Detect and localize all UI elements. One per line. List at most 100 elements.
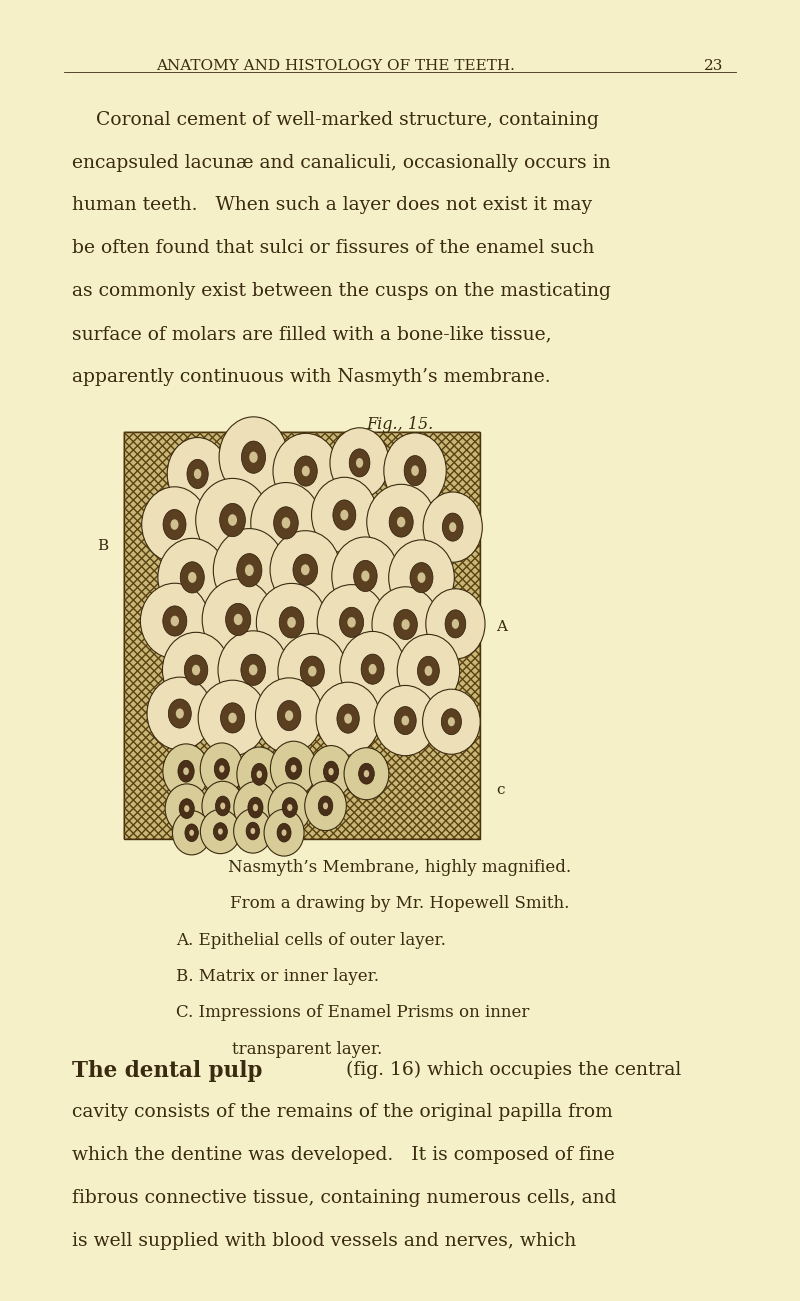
- Ellipse shape: [282, 830, 286, 837]
- Ellipse shape: [425, 666, 432, 677]
- Ellipse shape: [384, 433, 446, 509]
- Ellipse shape: [356, 458, 363, 468]
- Ellipse shape: [366, 484, 435, 559]
- Text: ANATOMY AND HISTOLOGY OF THE TEETH.: ANATOMY AND HISTOLOGY OF THE TEETH.: [157, 59, 515, 73]
- Ellipse shape: [339, 608, 364, 637]
- Ellipse shape: [344, 748, 389, 800]
- Ellipse shape: [250, 827, 255, 834]
- Ellipse shape: [287, 617, 296, 628]
- Ellipse shape: [226, 604, 250, 636]
- Ellipse shape: [323, 803, 328, 809]
- Ellipse shape: [361, 654, 384, 684]
- Ellipse shape: [332, 537, 399, 615]
- Ellipse shape: [162, 606, 187, 636]
- Text: Nasmyth’s Membrane, highly magnified.: Nasmyth’s Membrane, highly magnified.: [229, 859, 571, 876]
- Ellipse shape: [410, 562, 433, 593]
- Ellipse shape: [142, 487, 207, 562]
- Ellipse shape: [214, 822, 227, 840]
- Ellipse shape: [308, 666, 317, 677]
- Ellipse shape: [162, 632, 230, 708]
- Ellipse shape: [278, 634, 346, 709]
- Ellipse shape: [255, 678, 322, 753]
- Text: B: B: [97, 539, 108, 553]
- Text: is well supplied with blood vessels and nerves, which: is well supplied with blood vessels and …: [72, 1232, 576, 1250]
- Text: as commonly exist between the cusps on the masticating: as commonly exist between the cusps on t…: [72, 282, 611, 301]
- Ellipse shape: [282, 798, 298, 817]
- Ellipse shape: [274, 506, 298, 539]
- Ellipse shape: [273, 433, 338, 509]
- Ellipse shape: [442, 513, 463, 541]
- Ellipse shape: [200, 743, 243, 795]
- Ellipse shape: [168, 699, 191, 729]
- Ellipse shape: [248, 798, 263, 818]
- Ellipse shape: [167, 437, 228, 510]
- Text: apparently continuous with Nasmyth’s membrane.: apparently continuous with Nasmyth’s mem…: [72, 368, 550, 386]
- Ellipse shape: [194, 468, 202, 479]
- Ellipse shape: [237, 747, 282, 801]
- Ellipse shape: [411, 466, 419, 476]
- Ellipse shape: [286, 757, 302, 779]
- Ellipse shape: [170, 519, 178, 530]
- Ellipse shape: [234, 782, 277, 834]
- Ellipse shape: [228, 713, 237, 723]
- Ellipse shape: [251, 764, 267, 786]
- Text: From a drawing by Mr. Hopewell Smith.: From a drawing by Mr. Hopewell Smith.: [230, 895, 570, 912]
- Ellipse shape: [163, 744, 210, 799]
- Ellipse shape: [340, 510, 348, 520]
- Ellipse shape: [330, 428, 389, 498]
- Ellipse shape: [200, 809, 240, 853]
- Ellipse shape: [249, 665, 258, 675]
- Text: B. Matrix or inner layer.: B. Matrix or inner layer.: [176, 968, 379, 985]
- Ellipse shape: [302, 466, 310, 476]
- Ellipse shape: [287, 804, 293, 811]
- Ellipse shape: [141, 583, 210, 658]
- Ellipse shape: [147, 677, 213, 749]
- Ellipse shape: [234, 614, 242, 624]
- Ellipse shape: [219, 416, 288, 497]
- Ellipse shape: [163, 510, 186, 540]
- Ellipse shape: [158, 539, 226, 617]
- Ellipse shape: [369, 664, 377, 674]
- Ellipse shape: [218, 631, 288, 709]
- Ellipse shape: [449, 522, 456, 532]
- Ellipse shape: [192, 665, 200, 675]
- Ellipse shape: [404, 455, 426, 485]
- Ellipse shape: [372, 587, 439, 662]
- Text: Coronal cement of well-marked structure, containing: Coronal cement of well-marked structure,…: [96, 111, 599, 129]
- Ellipse shape: [394, 706, 416, 735]
- Ellipse shape: [389, 507, 414, 537]
- Text: encapsuled lacunæ and canaliculi, occasionally occurs in: encapsuled lacunæ and canaliculi, occasi…: [72, 154, 610, 172]
- Ellipse shape: [418, 656, 439, 686]
- Ellipse shape: [422, 690, 480, 755]
- Ellipse shape: [237, 553, 262, 587]
- Ellipse shape: [358, 764, 374, 785]
- Ellipse shape: [173, 811, 211, 855]
- Ellipse shape: [394, 609, 418, 640]
- Text: 23: 23: [704, 59, 723, 73]
- Ellipse shape: [264, 809, 304, 856]
- Ellipse shape: [242, 441, 266, 474]
- Ellipse shape: [333, 500, 356, 530]
- Ellipse shape: [452, 619, 459, 628]
- Ellipse shape: [268, 783, 311, 833]
- Ellipse shape: [398, 635, 460, 708]
- Ellipse shape: [294, 455, 318, 487]
- Text: which the dentine was developed.   It is composed of fine: which the dentine was developed. It is c…: [72, 1146, 614, 1164]
- Ellipse shape: [256, 583, 326, 661]
- Ellipse shape: [426, 589, 485, 660]
- Ellipse shape: [293, 554, 318, 585]
- Ellipse shape: [179, 799, 194, 818]
- Ellipse shape: [196, 479, 270, 562]
- Ellipse shape: [282, 518, 290, 528]
- Ellipse shape: [279, 606, 304, 637]
- Ellipse shape: [184, 654, 208, 686]
- Ellipse shape: [389, 540, 454, 615]
- Text: A. Epithelial cells of outer layer.: A. Epithelial cells of outer layer.: [176, 932, 446, 948]
- Ellipse shape: [311, 477, 377, 553]
- Ellipse shape: [219, 765, 225, 773]
- Ellipse shape: [221, 703, 245, 732]
- Ellipse shape: [317, 584, 386, 660]
- Ellipse shape: [300, 656, 324, 686]
- Text: (fig. 16) which occupies the central: (fig. 16) which occupies the central: [340, 1060, 682, 1079]
- Ellipse shape: [310, 745, 353, 798]
